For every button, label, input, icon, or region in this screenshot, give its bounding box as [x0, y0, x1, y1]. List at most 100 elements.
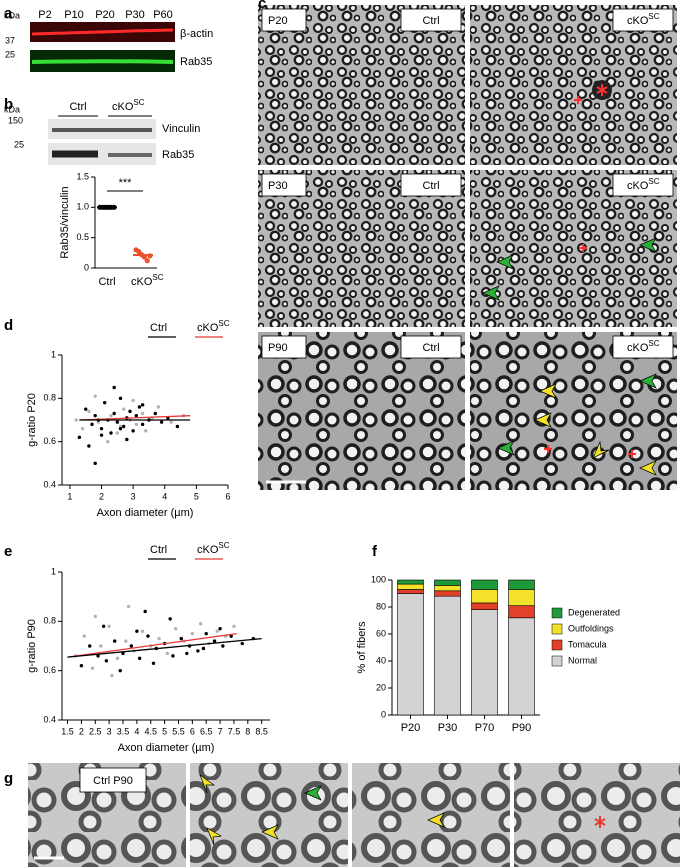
legend-label-base: Ctrl [150, 322, 167, 334]
point [171, 654, 175, 658]
y-tick-label: 1 [51, 349, 56, 359]
label-box [400, 173, 462, 197]
label-box [261, 335, 307, 359]
y-axis-label: g-ratio P20 [26, 393, 38, 447]
point [93, 461, 97, 466]
point [240, 641, 244, 646]
legend-swatch [551, 607, 563, 619]
label-box [400, 335, 462, 359]
point [110, 673, 114, 678]
legend-swatch [551, 639, 563, 651]
legend-label-base: cKO [197, 544, 219, 556]
x-tick-label: 4.5 [144, 726, 157, 736]
point [104, 659, 109, 663]
y-tick-label: 1 [51, 566, 56, 576]
legend-label-base: Ctrl [150, 544, 167, 556]
point [121, 424, 126, 429]
point [93, 614, 97, 619]
y-tick-label: 0.4 [43, 479, 56, 489]
protein-label: β-actin [180, 28, 213, 40]
legend-label: Ctrl [150, 544, 167, 556]
protein-label: Vinculin [162, 123, 200, 135]
group-label-base: cKO [112, 101, 134, 113]
point [179, 636, 183, 641]
legend-label: cKOSC [197, 319, 230, 334]
point [168, 617, 172, 621]
blot-band [31, 59, 174, 64]
point [175, 424, 180, 429]
point [82, 634, 86, 638]
blot-band [31, 28, 174, 36]
point [96, 654, 100, 658]
y-tick-label: 20 [376, 682, 386, 692]
point [140, 629, 145, 633]
point [124, 639, 128, 643]
point [121, 651, 125, 656]
legend-label-sup: SC [218, 541, 229, 550]
x-axis-label: Axon diameter (µm) [118, 742, 215, 754]
x-tick-label: P70 [475, 722, 495, 734]
point [90, 666, 95, 670]
row-label: P20 [268, 15, 288, 27]
point [144, 429, 148, 433]
x-tick-label-base: Ctrl [98, 276, 115, 288]
point [198, 622, 203, 626]
y-tick-label: 80 [376, 601, 386, 611]
lane-label: P2 [38, 9, 51, 21]
micrograph [258, 5, 465, 165]
x-tick-label: P20 [401, 722, 421, 734]
panel-letter: c [258, 0, 266, 12]
y-axis-label: Rab35/vinculin [59, 186, 71, 258]
point [84, 407, 88, 411]
lane-label: P10 [64, 9, 84, 21]
bar-segment [508, 617, 535, 716]
protein-label: Rab35 [162, 149, 194, 161]
genotype-label-base: cKO [627, 15, 649, 27]
x-tick-label: P30 [438, 722, 458, 734]
point [204, 631, 208, 636]
marker-label: 25 [5, 49, 15, 59]
point [134, 413, 139, 418]
x-tick-label: 6 [190, 726, 195, 736]
point [221, 644, 225, 648]
bar-segment [434, 590, 461, 597]
point [218, 627, 222, 631]
micrographs-g [28, 763, 680, 867]
point [174, 627, 178, 631]
panel-letter: g [4, 770, 13, 787]
bar-segment [434, 579, 461, 586]
unit-label: kDa [4, 10, 20, 20]
bar-segment [508, 589, 535, 606]
x-tick-label: 1 [67, 491, 72, 501]
point [137, 405, 142, 409]
point [131, 398, 135, 403]
x-tick-label: 3 [131, 491, 136, 501]
y-tick-label: 60 [376, 628, 386, 638]
genotype-label: cKOSC [627, 177, 660, 192]
label-box [612, 173, 674, 197]
point [128, 409, 132, 414]
point [190, 631, 195, 636]
genotype-label: Ctrl [422, 15, 439, 27]
genotype-label: cKOSC [627, 12, 660, 27]
group-label: Ctrl [69, 101, 86, 113]
point [74, 418, 78, 422]
point [229, 634, 233, 638]
point [118, 426, 123, 431]
row-label: P30 [268, 180, 288, 192]
legend-label: Ctrl [150, 322, 167, 334]
x-tick-label: cKOSC [131, 273, 164, 288]
blot-strip [48, 143, 156, 165]
point [140, 411, 145, 416]
x-tick-label: 5 [194, 491, 199, 501]
bar-segment [471, 589, 498, 604]
point [153, 411, 157, 416]
x-tick-label: 6 [225, 491, 230, 501]
point [99, 644, 103, 648]
arrows [199, 774, 445, 846]
point [157, 636, 161, 641]
point [126, 604, 131, 609]
micrograph [514, 763, 680, 867]
label-box [79, 767, 147, 793]
